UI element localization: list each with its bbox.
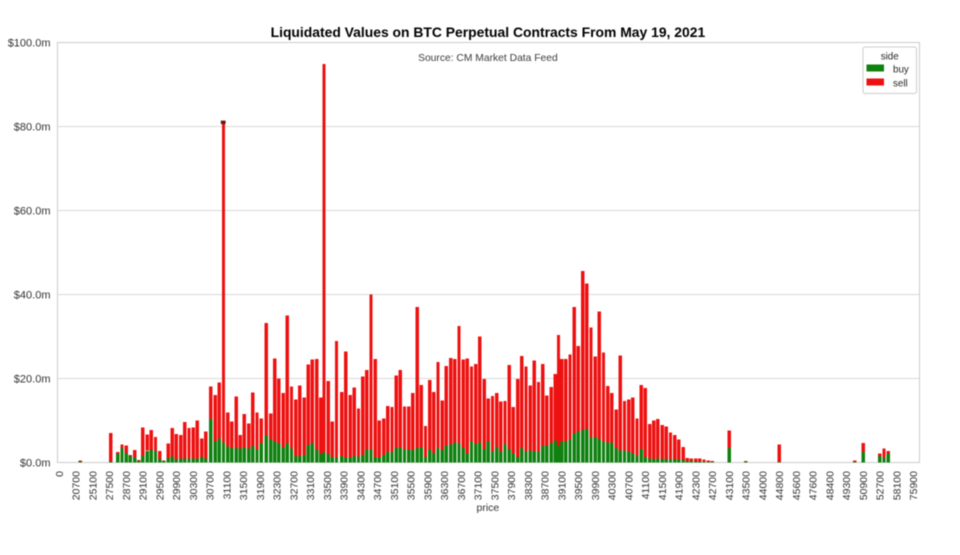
svg-text:32700: 32700 bbox=[288, 471, 300, 500]
svg-text:31500: 31500 bbox=[238, 471, 250, 500]
svg-text:52700: 52700 bbox=[875, 471, 887, 500]
svg-text:47600: 47600 bbox=[808, 471, 820, 500]
svg-text:29900: 29900 bbox=[171, 471, 183, 500]
svg-text:33100: 33100 bbox=[305, 471, 317, 500]
svg-text:$80.0m: $80.0m bbox=[14, 122, 51, 134]
svg-text:41100: 41100 bbox=[640, 471, 652, 500]
svg-text:Source: CM Market Data Feed: Source: CM Market Data Feed bbox=[418, 53, 558, 64]
svg-text:45600: 45600 bbox=[791, 471, 803, 500]
svg-text:29100: 29100 bbox=[138, 471, 150, 500]
svg-text:44000: 44000 bbox=[757, 471, 769, 500]
svg-text:$60.0m: $60.0m bbox=[14, 206, 51, 218]
svg-text:34700: 34700 bbox=[372, 471, 384, 500]
svg-text:37900: 37900 bbox=[506, 471, 518, 500]
svg-text:48400: 48400 bbox=[824, 471, 836, 500]
svg-text:42700: 42700 bbox=[707, 471, 719, 500]
svg-text:35500: 35500 bbox=[406, 471, 418, 500]
svg-text:49300: 49300 bbox=[841, 471, 853, 500]
svg-text:36300: 36300 bbox=[439, 471, 451, 500]
svg-text:$100.0m: $100.0m bbox=[8, 38, 51, 50]
svg-text:30700: 30700 bbox=[205, 471, 217, 500]
svg-text:$20.0m: $20.0m bbox=[14, 374, 51, 386]
svg-text:31100: 31100 bbox=[221, 471, 233, 500]
svg-text:$40.0m: $40.0m bbox=[14, 290, 51, 302]
svg-text:35100: 35100 bbox=[389, 471, 401, 500]
svg-text:43100: 43100 bbox=[724, 471, 736, 500]
svg-text:0: 0 bbox=[54, 471, 66, 477]
svg-text:40700: 40700 bbox=[623, 471, 635, 500]
svg-text:20700: 20700 bbox=[71, 471, 83, 500]
svg-text:33900: 33900 bbox=[339, 471, 351, 500]
svg-text:35900: 35900 bbox=[422, 471, 434, 500]
svg-text:41900: 41900 bbox=[674, 471, 686, 500]
svg-text:31900: 31900 bbox=[255, 471, 267, 500]
svg-text:39100: 39100 bbox=[556, 471, 568, 500]
svg-text:29500: 29500 bbox=[154, 471, 166, 500]
svg-text:36700: 36700 bbox=[456, 471, 468, 500]
svg-text:28700: 28700 bbox=[121, 471, 133, 500]
svg-text:39500: 39500 bbox=[573, 471, 585, 500]
svg-text:44800: 44800 bbox=[774, 471, 786, 500]
svg-text:$0.0m: $0.0m bbox=[20, 458, 51, 470]
svg-text:42300: 42300 bbox=[690, 471, 702, 500]
svg-text:buy: buy bbox=[893, 65, 909, 76]
svg-text:39900: 39900 bbox=[590, 471, 602, 500]
svg-text:37500: 37500 bbox=[489, 471, 501, 500]
svg-text:50900: 50900 bbox=[858, 471, 870, 500]
svg-text:sell: sell bbox=[893, 79, 908, 90]
svg-text:38700: 38700 bbox=[540, 471, 552, 500]
svg-text:37100: 37100 bbox=[473, 471, 485, 500]
svg-text:43500: 43500 bbox=[741, 471, 753, 500]
svg-text:25100: 25100 bbox=[87, 471, 99, 500]
svg-text:30300: 30300 bbox=[188, 471, 200, 500]
svg-text:33500: 33500 bbox=[322, 471, 334, 500]
svg-text:75900: 75900 bbox=[908, 471, 920, 500]
svg-text:38300: 38300 bbox=[523, 471, 535, 500]
svg-text:40300: 40300 bbox=[607, 471, 619, 500]
svg-text:side: side bbox=[881, 52, 900, 63]
svg-text:32300: 32300 bbox=[272, 471, 284, 500]
svg-text:41500: 41500 bbox=[657, 471, 669, 500]
svg-text:27500: 27500 bbox=[104, 471, 116, 500]
svg-text:58100: 58100 bbox=[891, 471, 903, 500]
svg-text:price: price bbox=[477, 502, 500, 514]
svg-text:34300: 34300 bbox=[355, 471, 367, 500]
svg-text:Liquidated Values on BTC Perpe: Liquidated Values on BTC Perpetual Contr… bbox=[271, 24, 706, 40]
